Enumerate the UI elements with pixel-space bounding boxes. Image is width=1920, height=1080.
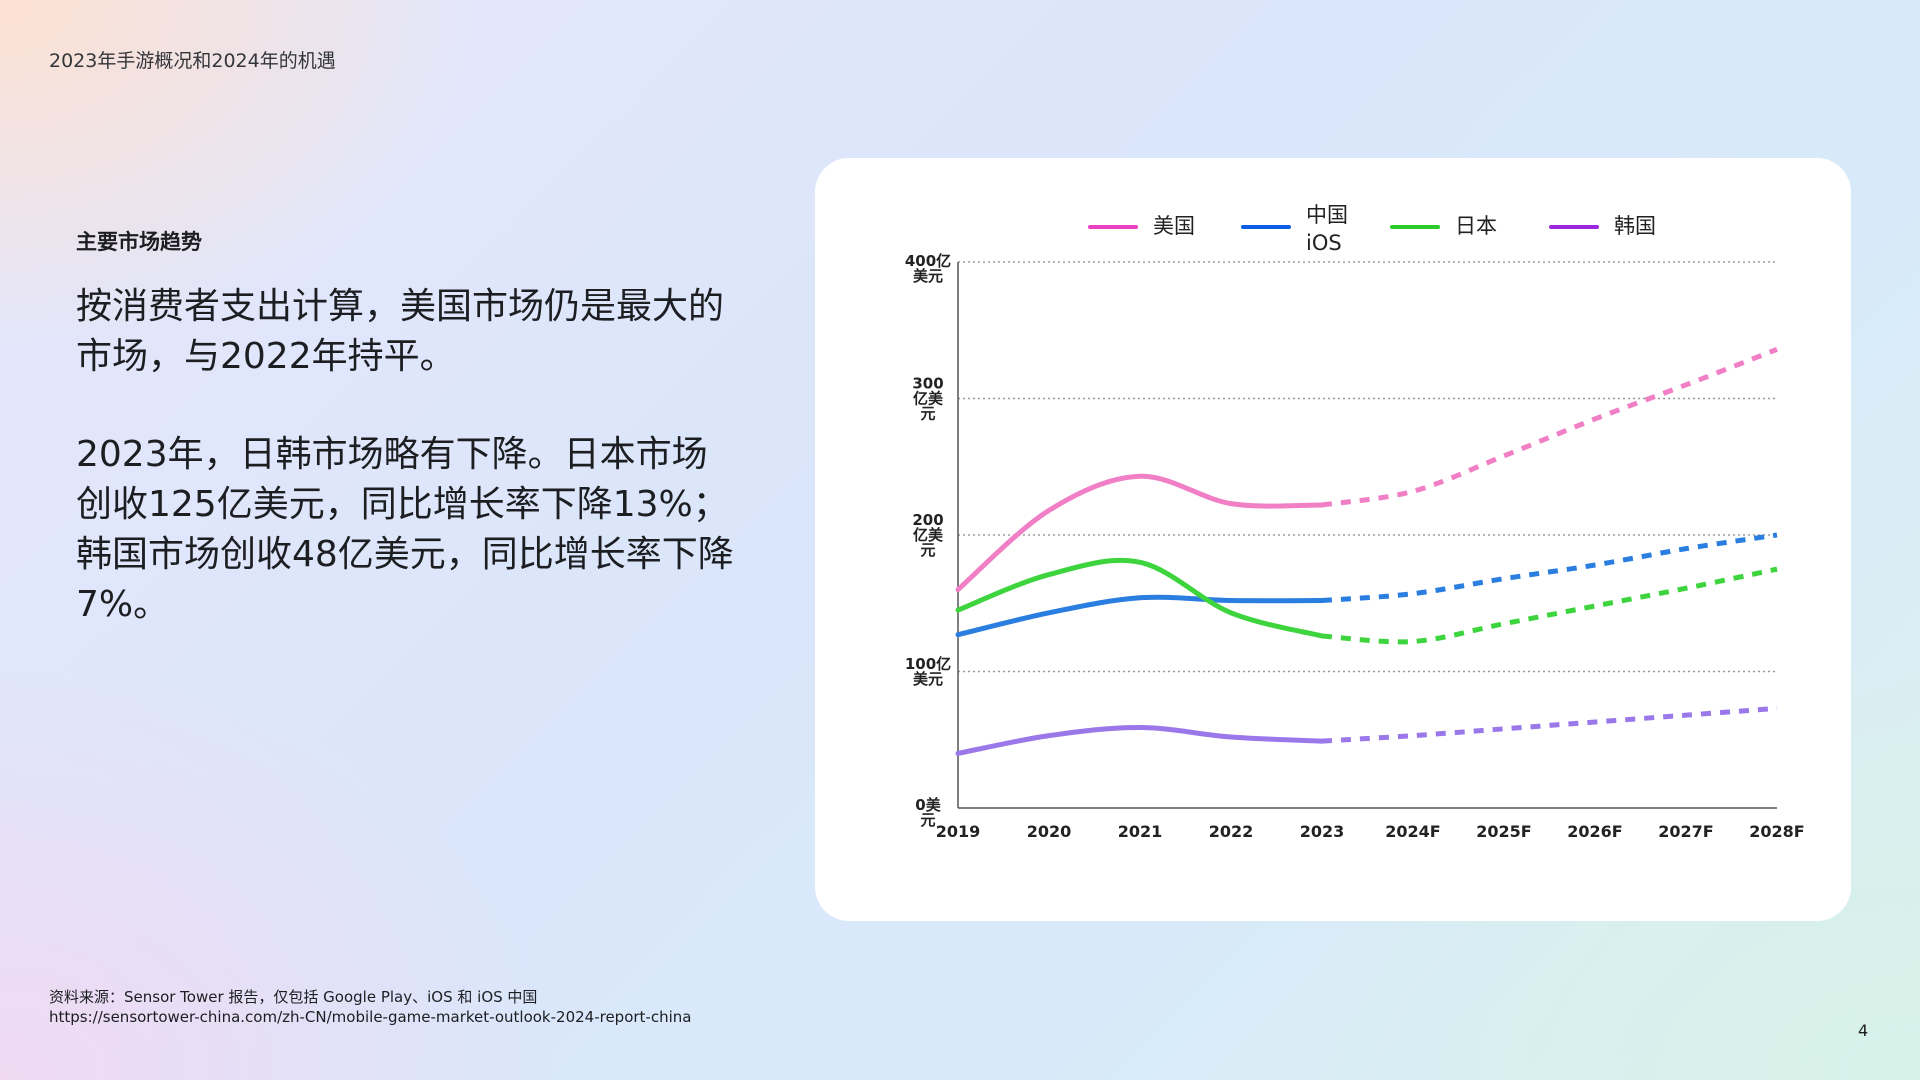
page-number: 4 [1858, 1021, 1869, 1040]
x-tick-label: 2025F [1476, 822, 1531, 841]
data-point [1138, 596, 1142, 600]
data-point [1502, 577, 1506, 581]
series-line-forecast [1321, 705, 1778, 744]
source-text: 资料来源：Sensor Tower 报告，仅包括 Google Play、iOS… [49, 988, 538, 1006]
data-point [1593, 604, 1597, 608]
x-tick-label: 2020 [1027, 822, 1072, 841]
data-point [1138, 560, 1142, 564]
source-url: https://sensortower-china.com/zh-CN/mobi… [49, 1008, 692, 1026]
y-tick-label: 100亿美元 [905, 655, 951, 688]
data-point [1320, 739, 1324, 743]
x-tick-label: 2023 [1300, 822, 1345, 841]
data-point [956, 608, 960, 612]
y-tick-label: 200 亿美元 [912, 511, 944, 559]
series-line-actual [955, 724, 1325, 756]
data-point [1411, 592, 1415, 596]
data-point [1320, 634, 1324, 638]
data-point [1684, 547, 1688, 551]
data-point [1684, 586, 1688, 590]
x-tick-label: 2021 [1118, 822, 1163, 841]
data-point [1047, 573, 1051, 577]
summary-paragraph-2: 2023年，日韩市场略有下降。日本市场创收125亿美元，同比增长率下降13%；韩… [76, 434, 734, 625]
data-point [1775, 347, 1779, 351]
x-tick-label: 2022 [1209, 822, 1254, 841]
data-point [1411, 734, 1415, 738]
data-point [956, 751, 960, 755]
data-point [956, 633, 960, 637]
x-tick-label: 2024F [1385, 822, 1440, 841]
summary-paragraph-1: 按消费者支出计算，美国市场仍是最大的市场，与2022年持平。 [76, 286, 725, 377]
legend-label: 韩国 [1614, 214, 1656, 238]
page-header-title: 2023年手游概况和2024年的机遇 [49, 50, 336, 72]
data-point [1775, 706, 1779, 710]
data-point [1684, 713, 1688, 717]
data-point [1229, 599, 1233, 603]
data-point [1320, 599, 1324, 603]
series-line-actual [955, 557, 1325, 639]
line-chart: 0美元 100亿美元 200 亿美元 300 亿美元 400亿美元 2019 2020 2021 2… [905, 203, 1805, 841]
data-point [1502, 727, 1506, 731]
series-line-forecast [1321, 566, 1778, 645]
data-point [1411, 639, 1415, 643]
legend-label: 美国 [1153, 214, 1195, 238]
x-tick-label: 2019 [936, 822, 981, 841]
data-point [1775, 567, 1779, 571]
data-point [1229, 611, 1233, 615]
legend-label: 中国 iOS [1306, 203, 1348, 255]
data-point [1502, 622, 1506, 626]
chart-card: 0美元 100亿美元 200 亿美元 300 亿美元 400亿美元 2019 2020 2021 2… [815, 158, 1851, 921]
source-note: 资料来源：Sensor Tower 报告，仅包括 Google Play、iOS… [49, 987, 691, 1027]
data-point [1775, 533, 1779, 537]
data-point [1229, 502, 1233, 506]
series-line-forecast [1321, 532, 1778, 604]
data-point [1502, 454, 1506, 458]
data-point [1229, 735, 1233, 739]
y-tick-label: 0美元 [915, 796, 941, 829]
data-point [1138, 474, 1142, 478]
legend-label: 日本 [1455, 214, 1497, 238]
series-line-forecast [1321, 347, 1778, 508]
series-line-actual [955, 473, 1325, 593]
data-point [956, 588, 960, 592]
section-label: 主要市场趋势 [76, 230, 202, 254]
data-point [1138, 725, 1142, 729]
data-point [1411, 489, 1415, 493]
data-point [1593, 563, 1597, 567]
x-tick-label: 2027F [1658, 822, 1713, 841]
x-tick-label: 2028F [1749, 822, 1804, 841]
y-tick-label: 400亿美元 [905, 252, 951, 285]
data-point [1047, 611, 1051, 615]
x-tick-label: 2026F [1567, 822, 1622, 841]
data-point [1593, 720, 1597, 724]
series-line-actual [955, 594, 1325, 638]
y-tick-label: 300 亿美元 [912, 375, 944, 423]
data-point [1593, 417, 1597, 421]
data-point [1320, 503, 1324, 507]
data-point [1047, 734, 1051, 738]
data-point [1684, 383, 1688, 387]
data-point [1047, 508, 1051, 512]
